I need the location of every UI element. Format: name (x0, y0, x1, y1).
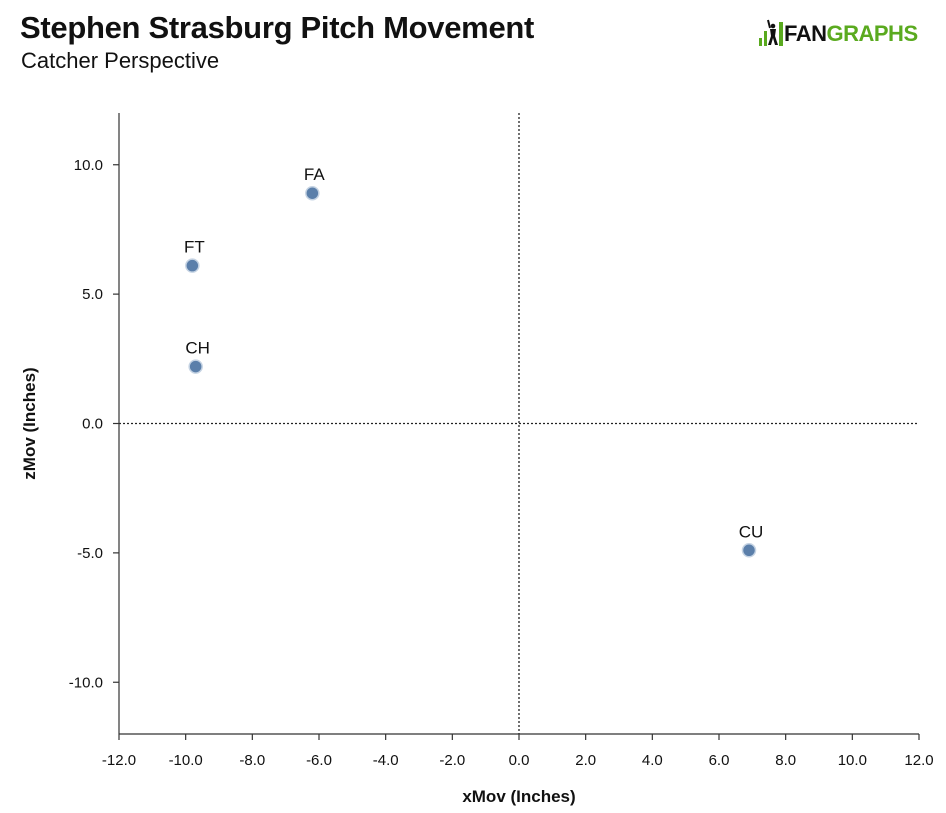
y-tick-label: 0.0 (82, 416, 103, 433)
x-tick-label: -10.0 (169, 752, 203, 769)
y-tick-label: -5.0 (77, 545, 103, 562)
pitch-point-ch (188, 359, 203, 374)
x-tick-label: -2.0 (439, 752, 465, 769)
chart-subtitle: Catcher Perspective (21, 48, 220, 73)
x-tick-label: 0.0 (509, 752, 530, 769)
x-tick-label: 12.0 (904, 752, 933, 769)
pitch-label-fa: FA (304, 165, 325, 184)
y-axis-title: zMov (Inches) (20, 367, 39, 479)
logo-text-fan: FAN (784, 21, 827, 46)
x-tick-label: -8.0 (239, 752, 265, 769)
pitch-point-cu (741, 543, 757, 558)
x-tick-label: -6.0 (306, 752, 332, 769)
fangraphs-batter-icon (759, 19, 783, 46)
y-tick-label: 5.0 (82, 286, 103, 303)
x-axis-title: xMov (Inches) (462, 787, 575, 806)
x-tick-label: 2.0 (575, 752, 596, 769)
fangraphs-wordmark: FANGRAPHS (784, 22, 918, 46)
x-tick-label: 8.0 (775, 752, 796, 769)
chart-title: Stephen Strasburg Pitch Movement (20, 10, 535, 45)
y-tick-label: -10.0 (69, 674, 103, 691)
fangraphs-logo: FANGRAPHS (758, 16, 934, 46)
pitch-point-ft (185, 258, 200, 273)
pitch-point-fa (305, 185, 320, 201)
x-tick-label: -4.0 (373, 752, 399, 769)
x-tick-label: 6.0 (709, 752, 730, 769)
y-tick-label: 10.0 (74, 157, 103, 174)
x-tick-label: -12.0 (102, 752, 136, 769)
logo-text-graphs: GRAPHS (826, 21, 919, 46)
x-tick-label: 4.0 (642, 752, 663, 769)
pitch-label-ch: CH (185, 339, 210, 358)
pitch-label-ft: FT (184, 238, 205, 257)
pitch-label-cu: CU (739, 522, 764, 541)
x-tick-label: 10.0 (838, 752, 867, 769)
